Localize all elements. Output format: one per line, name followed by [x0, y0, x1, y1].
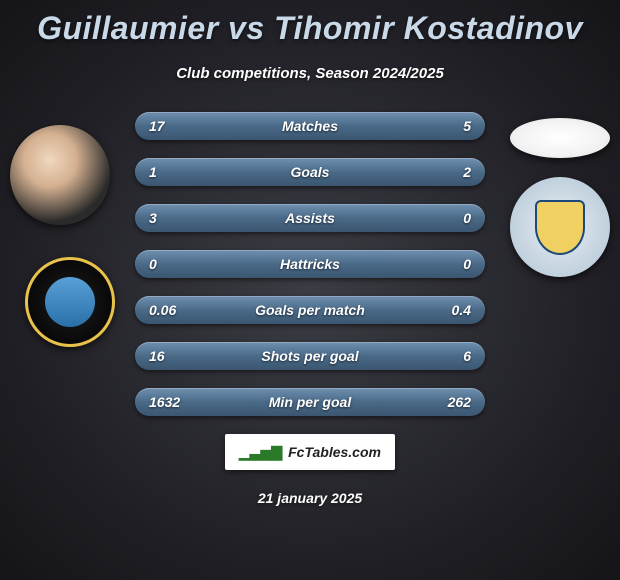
watermark-icon: ▁▃▅▇ — [239, 444, 282, 461]
club-right-badge — [510, 177, 610, 277]
stat-row: 1 Goals 2 — [135, 158, 485, 186]
stat-right-val: 2 — [463, 164, 471, 180]
page-title: Guillaumier vs Tihomir Kostadinov — [0, 0, 620, 47]
stat-label: Min per goal — [269, 394, 351, 410]
stat-left-val: 0.06 — [149, 302, 176, 318]
subtitle: Club competitions, Season 2024/2025 — [0, 65, 620, 82]
stats-container: 17 Matches 5 1 Goals 2 3 Assists 0 0 Hat… — [135, 112, 485, 416]
date-text: 21 january 2025 — [0, 490, 620, 506]
stat-right-val: 6 — [463, 348, 471, 364]
stat-row: 16 Shots per goal 6 — [135, 342, 485, 370]
stat-right-val: 0 — [463, 256, 471, 272]
player-left-avatar — [10, 125, 110, 225]
club-left-badge — [25, 257, 115, 347]
stat-row: 0.06 Goals per match 0.4 — [135, 296, 485, 324]
stat-left-val: 0 — [149, 256, 157, 272]
stat-right-val: 0.4 — [452, 302, 471, 318]
stat-label: Goals per match — [255, 302, 365, 318]
stat-row: 17 Matches 5 — [135, 112, 485, 140]
stat-row: 1632 Min per goal 262 — [135, 388, 485, 416]
stat-label: Shots per goal — [261, 348, 358, 364]
stat-left-val: 1 — [149, 164, 157, 180]
watermark-text: FcTables.com — [288, 444, 381, 460]
stat-right-val: 262 — [448, 394, 471, 410]
stat-left-val: 16 — [149, 348, 165, 364]
watermark-badge: ▁▃▅▇ FcTables.com — [225, 434, 395, 470]
stat-label: Matches — [282, 118, 338, 134]
stat-left-val: 17 — [149, 118, 165, 134]
stat-row: 3 Assists 0 — [135, 204, 485, 232]
stat-label: Assists — [285, 210, 335, 226]
stat-label: Hattricks — [280, 256, 340, 272]
stat-row: 0 Hattricks 0 — [135, 250, 485, 278]
stat-right-val: 0 — [463, 210, 471, 226]
stat-label: Goals — [291, 164, 330, 180]
stat-left-val: 3 — [149, 210, 157, 226]
player-right-avatar — [510, 118, 610, 158]
stat-right-val: 5 — [463, 118, 471, 134]
stat-left-val: 1632 — [149, 394, 180, 410]
